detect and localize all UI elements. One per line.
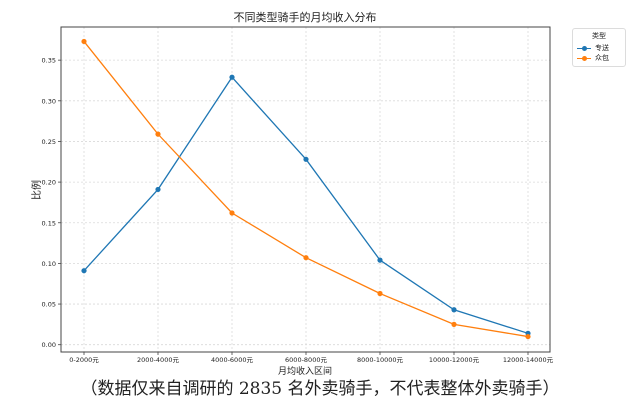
legend: 类型 专送 众包: [572, 28, 626, 67]
chart-title: 不同类型骑手的月均收入分布: [234, 10, 377, 24]
x-tick-label: 12000-14000元: [503, 356, 554, 364]
x-axis-ticks: 0-2000元 2000-4000元 4000-6000元 6000-8000元 800…: [69, 352, 554, 364]
caption: （数据仅来自调研的 2835 名外卖骑手，不代表整体外卖骑手）: [80, 379, 560, 399]
data-point: [377, 290, 383, 297]
legend-label: 众包: [595, 54, 609, 62]
data-point: [451, 321, 457, 327]
grid-lines: [61, 27, 550, 352]
x-tick-label: 4000-6000元: [211, 356, 253, 364]
y-tick-label: 0.35: [42, 57, 56, 65]
data-point: [155, 186, 161, 193]
data-point: [303, 156, 309, 162]
x-axis-label: 月均收入区间: [278, 365, 332, 377]
line-marker-icon: [577, 55, 591, 61]
y-tick-label: 0.30: [42, 97, 56, 105]
data-series: [81, 38, 531, 340]
y-tick-label: 0.15: [42, 219, 56, 227]
x-tick-label: 8000-10000元: [357, 356, 404, 364]
data-point: [155, 131, 161, 137]
data-point: [451, 307, 457, 313]
line-marker-icon: [577, 45, 591, 51]
data-point: [229, 74, 235, 80]
y-axis-ticks: 0.00 0.05 0.10 0.15 0.20 0.25 0.30 0.35: [42, 57, 61, 349]
legend-label: 专送: [595, 44, 609, 52]
data-point: [81, 38, 87, 45]
x-tick-label: 6000-8000元: [285, 356, 327, 364]
legend-title: 类型: [592, 32, 606, 40]
x-tick-label: 10000-12000元: [429, 356, 480, 364]
y-tick-label: 0.20: [42, 179, 56, 187]
x-tick-label: 0-2000元: [69, 356, 99, 364]
data-point: [525, 333, 531, 340]
plot-frame: [60, 26, 551, 353]
legend-item-zhongbao: 众包: [577, 53, 621, 63]
y-tick-label: 0.25: [42, 138, 56, 146]
y-tick-label: 0.10: [42, 260, 56, 268]
y-tick-label: 0.00: [42, 341, 56, 349]
y-axis-label: 比例: [30, 180, 43, 200]
data-point: [377, 257, 383, 263]
x-tick-label: 2000-4000元: [137, 356, 179, 364]
y-tick-label: 0.05: [42, 301, 56, 309]
data-point: [303, 255, 309, 261]
data-point: [81, 268, 87, 274]
legend-item-zhuansong: 专送: [577, 43, 621, 53]
data-point: [229, 210, 235, 216]
